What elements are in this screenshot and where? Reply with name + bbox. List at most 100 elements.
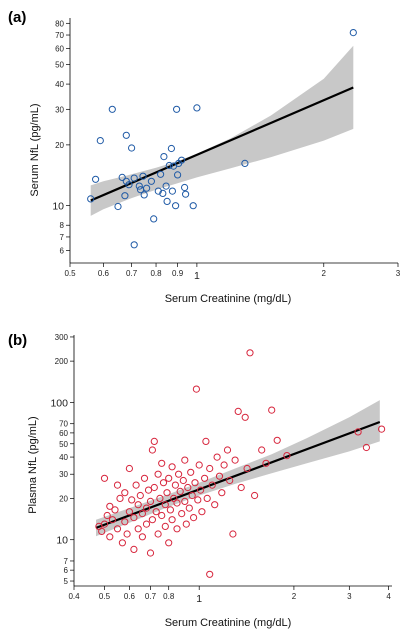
- panel-b-y-tick-label-9: 70: [59, 420, 68, 429]
- panel-b-data-point-48: [165, 474, 173, 482]
- panel-b-data-point-90: [237, 483, 245, 492]
- panel-a-data-point-3: [108, 105, 116, 113]
- panel-b-data-point-13: [121, 518, 129, 526]
- panel-b-data-point-30: [144, 486, 153, 494]
- panel-a-label: (a): [8, 9, 26, 26]
- panel-b-data-point-37: [152, 508, 160, 516]
- panel-a-y-tick-label-4: 20: [55, 141, 64, 150]
- panel-a-x-tick-label-0: 0.5: [64, 269, 76, 278]
- panel-b-data-point-16: [125, 508, 133, 516]
- panel-b-data-point-69: [192, 385, 200, 393]
- panel-b-data-point-52: [170, 494, 178, 502]
- panel-a-data-point-5: [118, 173, 126, 181]
- panel-b-data-point-6: [106, 502, 114, 510]
- panel-a-data-point-40: [349, 28, 357, 37]
- panel-b-data-point-19: [130, 514, 138, 522]
- panel-a-data-point-21: [157, 170, 165, 178]
- panel-a-data-point-24: [162, 182, 170, 190]
- panel-a-y-tick-label-9: 70: [55, 31, 64, 40]
- panel-b-data-point-84: [220, 461, 228, 469]
- panel-b-data-point-7: [108, 516, 117, 524]
- panel-a-data-point-10: [128, 144, 136, 152]
- panel-a-data-point-15: [139, 172, 147, 180]
- panel-a-data-point-25: [163, 197, 171, 205]
- panel-b-data-point-45: [161, 501, 169, 509]
- panel-a-data-point-23: [160, 153, 168, 161]
- panel-a-data-point-37: [189, 202, 197, 210]
- panel-b-data-point-29: [142, 520, 151, 528]
- panel-b-data-point-31: [146, 549, 155, 557]
- panel-b-data-point-94: [251, 491, 259, 500]
- panel-b-data-point-67: [190, 514, 198, 522]
- panel-b-data-point-62: [182, 520, 190, 528]
- panel-a-y-tick-label-3: 10: [52, 201, 64, 213]
- panel-a-y-tick-label-5: 30: [55, 105, 64, 114]
- panel-b-data-point-58: [178, 509, 186, 518]
- panel-b-data-point-43: [159, 479, 168, 487]
- panel-b-y-tick-label-4: 20: [59, 494, 68, 503]
- panel-b-data-point-57: [176, 487, 184, 495]
- panel-b-data-point-47: [165, 539, 173, 547]
- panel-b-y-tick-label-1: 6: [64, 566, 69, 575]
- panel-b-data-point-60: [181, 497, 189, 505]
- panel-b-y-tick-label-6: 40: [59, 453, 68, 462]
- panel-b-y-tick-label-12: 300: [55, 333, 69, 342]
- panel-a-data-point-28: [168, 187, 176, 195]
- panel-a-data-point-13: [135, 182, 143, 190]
- panel-a-data-point-6: [121, 192, 129, 200]
- panel-b-confidence-band: [96, 400, 380, 537]
- panel-b: (b) 0.4 0.5 0.6 0.7 0.8 1 2 3 4 5 67 10 20 30 40 50 6070…: [8, 332, 392, 629]
- panel-a-x-tick-label-6: 2: [322, 269, 327, 278]
- panel-a-data-point-22: [159, 189, 167, 197]
- panel-b-data-point-18: [128, 496, 136, 504]
- panel-b-data-point-25: [138, 509, 146, 518]
- panel-a-y-tick-label-2: 8: [60, 221, 65, 230]
- panel-a-fit-line: [90, 86, 354, 202]
- panel-b-data-point-88: [231, 456, 239, 464]
- panel-b-data-point-39: [154, 470, 162, 478]
- panel-b-data-point-99: [283, 452, 291, 460]
- panel-b-data-point-35: [150, 437, 158, 445]
- panel-a-data-point-20: [154, 187, 162, 195]
- panel-b-data-point-85: [223, 446, 232, 454]
- panel-b-data-point-97: [268, 406, 276, 414]
- panel-b-data-point-17: [125, 464, 133, 473]
- panel-a-x-tick-label-4: 0.9: [172, 269, 184, 278]
- panel-a-data-point-0: [87, 195, 95, 203]
- panel-b-data-point-78: [206, 464, 214, 473]
- panel-b-data-point-14: [121, 489, 129, 497]
- panel-b-x-tick-label-0: 0.4: [68, 592, 80, 601]
- panel-b-data-point-9: [113, 525, 122, 533]
- panel-b-data-point-27: [140, 474, 149, 482]
- panel-b-data-point-46: [163, 489, 171, 497]
- panel-a-y-tick-label-6: 40: [55, 80, 64, 89]
- panel-b-x-tick-label-4: 0.8: [163, 592, 175, 601]
- panel-b-x-tick-label-8: 4: [386, 592, 391, 601]
- panel-b-data-point-98: [273, 436, 281, 444]
- panel-b-data-point-42: [158, 511, 166, 520]
- panel-b-data-point-36: [150, 483, 158, 492]
- panel-b-data-point-87: [229, 530, 237, 538]
- panel-b-data-point-73: [198, 508, 206, 516]
- panel-a-data-point-2: [96, 137, 104, 145]
- panel-a-y-tick-label-7: 50: [55, 61, 64, 70]
- panel-b-data-point-64: [185, 504, 193, 512]
- panel-b-data-point-21: [132, 481, 140, 489]
- panel-b-data-point-81: [213, 453, 221, 461]
- panel-a-y-axis-title: Serum NfL (pg/mL): [29, 103, 41, 196]
- panel-b-data-point-61: [181, 456, 189, 464]
- panel-b-data-point-82: [215, 472, 224, 480]
- panel-a-y-tick-label-0: 6: [60, 246, 65, 255]
- panel-a-data-point-27: [167, 144, 175, 153]
- panel-b-data-point-1: [98, 527, 106, 536]
- panel-b-data-point-71: [195, 461, 203, 469]
- panel-b-data-point-11: [116, 494, 124, 502]
- panel-a-data-point-30: [172, 202, 180, 210]
- panel-b-data-point-55: [173, 499, 181, 507]
- panel-a-data-point-12: [130, 241, 138, 249]
- panel-b-y-tick-label-3: 10: [56, 535, 68, 547]
- panel-b-data-point-2: [100, 520, 109, 528]
- panel-b-data-point-20: [130, 545, 138, 554]
- panel-b-x-tick-label-7: 3: [347, 592, 352, 601]
